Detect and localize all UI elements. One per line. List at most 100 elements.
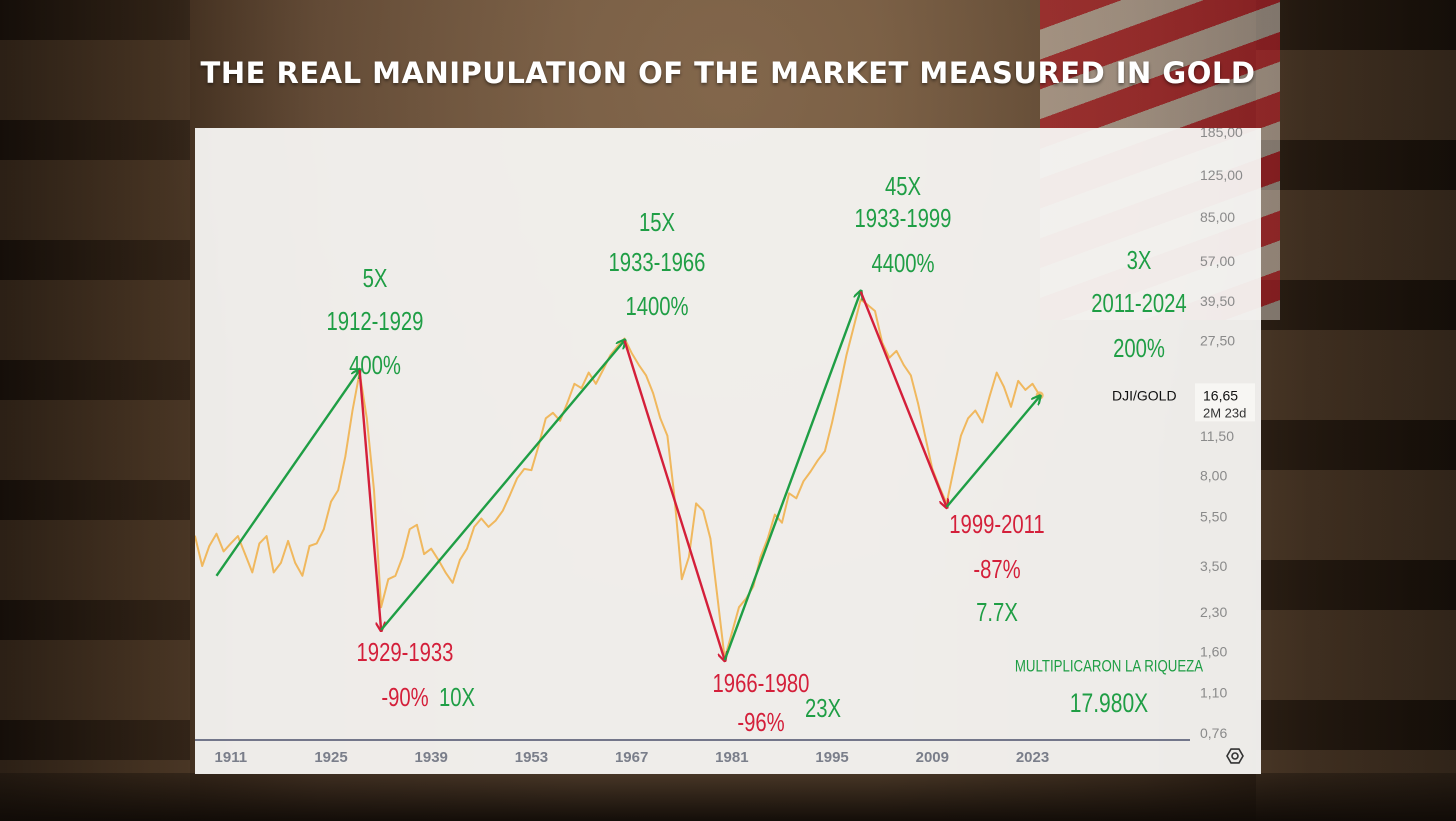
data-point: [888, 356, 891, 359]
data-point: [659, 417, 662, 420]
x-tick-label: 1981: [715, 749, 748, 766]
data-point: [1003, 386, 1005, 388]
countdown-label: 2M 23d: [1203, 405, 1246, 420]
y-tick-label: 1,60: [1200, 644, 1227, 660]
data-point: [580, 387, 583, 389]
annotation-text: 1929-1933: [357, 637, 454, 666]
data-point: [308, 545, 311, 547]
data-point: [244, 553, 246, 555]
axes-layer: 185,00 125,00 85,00 57,00 39,50 27,50 11,50 8,0…: [195, 128, 1255, 766]
x-tick-label: 1939: [415, 749, 448, 766]
y-tick-label: 5,50: [1200, 509, 1227, 525]
data-point: [444, 571, 447, 574]
y-tick-label: 0,76: [1200, 725, 1227, 741]
data-point: [258, 542, 261, 545]
data-point: [774, 513, 776, 516]
data-point: [688, 556, 690, 558]
data-point: [516, 477, 518, 480]
data-point: [817, 459, 819, 462]
series-layer: [195, 298, 1044, 660]
data-point: [487, 526, 490, 528]
annotation-text: 1999-2011: [949, 509, 1044, 538]
annotation-text: 200%: [1113, 333, 1165, 362]
data-point: [695, 502, 697, 505]
data-point: [845, 354, 848, 357]
annotation-text: -96%: [737, 707, 784, 736]
data-point: [974, 409, 977, 412]
down-arrow: [623, 340, 725, 661]
data-point: [859, 298, 862, 301]
x-tick-label: 2009: [916, 749, 949, 766]
data-point: [552, 412, 554, 414]
data-point: [995, 371, 998, 374]
annotation-text: 400%: [349, 350, 401, 379]
data-point: [509, 494, 511, 496]
data-point: [795, 497, 798, 500]
y-tick-label: 85,00: [1200, 209, 1235, 225]
data-point: [502, 509, 504, 512]
data-point: [960, 435, 962, 437]
data-point: [738, 606, 740, 608]
data-point: [781, 521, 783, 524]
y-tick-label: 3,50: [1200, 558, 1227, 574]
data-point: [330, 500, 332, 503]
annotation-text: 1912-1929: [327, 306, 424, 335]
data-point: [709, 537, 712, 540]
annotation-text: 17.980X: [1070, 689, 1148, 719]
data-point: [230, 542, 232, 545]
annotation-text: 1933-1966: [609, 247, 706, 276]
settings-hexagon-icon[interactable]: [1226, 748, 1244, 764]
data-point: [602, 369, 604, 371]
data-point: [666, 435, 669, 437]
y-tick-label: 8,00: [1200, 468, 1227, 484]
data-point: [702, 509, 704, 512]
data-point: [537, 445, 540, 447]
y-tick-label: 27,50: [1200, 332, 1235, 348]
data-point: [373, 489, 375, 491]
last-value-box: [1195, 383, 1255, 422]
annotation-text: 7.7X: [976, 597, 1018, 626]
data-point: [272, 571, 275, 574]
data-point: [466, 547, 468, 550]
data-point: [788, 492, 790, 495]
data-point: [287, 540, 289, 542]
data-point: [645, 374, 647, 377]
data-point: [874, 310, 876, 312]
hexagon-outline: [1226, 748, 1244, 764]
data-point: [351, 409, 354, 412]
x-tick-label: 1925: [314, 749, 347, 766]
data-point: [222, 550, 225, 553]
data-point: [315, 542, 318, 545]
data-point: [265, 535, 268, 537]
data-point: [301, 575, 304, 577]
data-point: [394, 575, 397, 577]
y-tick-label: 11,50: [1200, 428, 1234, 444]
data-point: [924, 435, 926, 437]
data-point: [681, 578, 683, 580]
chart-svg: 5X 1912-1929 400% 15X 1933-1966 1400% 45X 1933-…: [195, 128, 1255, 766]
x-tick-label: 1995: [815, 749, 848, 766]
data-point: [917, 402, 919, 405]
data-point: [1010, 406, 1012, 408]
y-tick-label: 2,30: [1200, 604, 1227, 620]
hexagon-center: [1231, 752, 1239, 760]
data-point: [416, 524, 418, 526]
annotation-text: 4400%: [871, 248, 934, 277]
data-point: [802, 480, 805, 483]
data-point: [731, 632, 733, 634]
annotations-layer: 5X 1912-1929 400% 15X 1933-1966 1400% 45X 1933-…: [327, 171, 1204, 736]
x-tick-label: 2023: [1016, 749, 1049, 766]
annotation-text: -87%: [973, 554, 1020, 583]
series-line-dji-gold: [195, 298, 1041, 660]
data-point: [566, 402, 568, 405]
data-point: [494, 519, 497, 522]
annotation-text: 5X: [363, 263, 388, 292]
data-point: [852, 326, 855, 329]
data-point: [545, 417, 547, 420]
y-tick-label: 125,00: [1200, 167, 1243, 183]
data-point: [366, 417, 368, 420]
up-arrow: [945, 396, 1040, 508]
down-arrow: [358, 369, 382, 630]
data-point: [387, 578, 390, 580]
annotation-text: 3X: [1127, 245, 1152, 274]
